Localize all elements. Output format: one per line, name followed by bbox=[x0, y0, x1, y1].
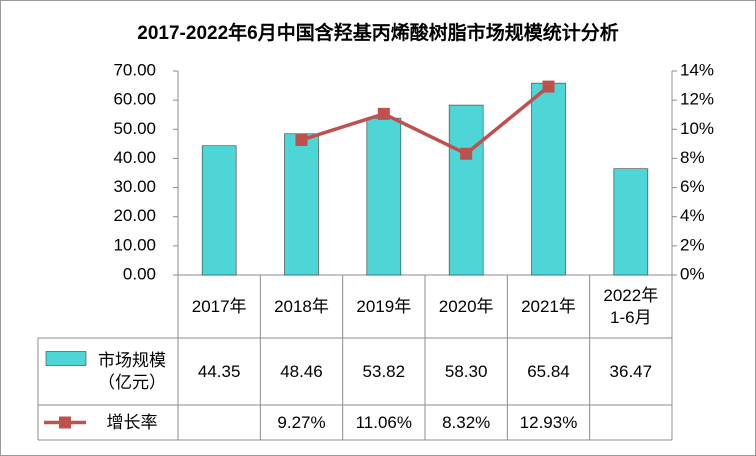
y2-tick-label: 2% bbox=[680, 235, 705, 254]
value-label: 36.47 bbox=[590, 338, 672, 405]
legend-marker bbox=[59, 416, 71, 429]
y2-tick-label: 4% bbox=[680, 206, 705, 225]
line-marker bbox=[460, 147, 473, 160]
x-tick-label-text: 2020年 bbox=[438, 296, 494, 316]
value-label-text: 65.84 bbox=[527, 361, 570, 381]
value-label: 12.93% bbox=[507, 405, 589, 440]
bar bbox=[448, 104, 484, 276]
y2-tick-label: 10% bbox=[680, 119, 714, 138]
legend-label-text: 增长率 bbox=[106, 412, 158, 432]
value-label: 44.35 bbox=[178, 338, 260, 405]
x-tick-label-text: 2021年 bbox=[521, 296, 576, 316]
y2-tick-label: 6% bbox=[680, 177, 705, 196]
line-marker bbox=[542, 80, 555, 93]
y-tick-label: 10.00 bbox=[113, 235, 156, 254]
value-label-text: 48.46 bbox=[280, 361, 323, 381]
value-label: 53.82 bbox=[343, 338, 425, 405]
y-tick-label: 40.00 bbox=[113, 148, 156, 167]
value-label: 48.46 bbox=[260, 338, 342, 405]
legend-label-text: 市场规模（亿元） bbox=[98, 350, 166, 392]
value-label-text: 53.82 bbox=[362, 361, 406, 381]
y-tick-label: 20.00 bbox=[113, 206, 156, 225]
x-tick-label: 2019年 bbox=[343, 275, 425, 338]
x-tick-label: 2022年1-6月 bbox=[590, 275, 672, 338]
value-label: 9.27% bbox=[260, 405, 342, 440]
value-label: 11.06% bbox=[343, 405, 425, 440]
value-label: 58.30 bbox=[425, 338, 507, 405]
bar bbox=[284, 133, 319, 276]
value-label-text: 11.06% bbox=[355, 412, 413, 432]
line-marker bbox=[295, 133, 308, 146]
value-label-text: 36.47 bbox=[609, 361, 653, 381]
y2-tick-label: 8% bbox=[680, 148, 705, 167]
legend-label: 增长率 bbox=[86, 405, 178, 440]
x-tick-label: 2020年 bbox=[425, 275, 507, 338]
line-marker bbox=[377, 107, 390, 120]
y-tick-label: 30.00 bbox=[113, 177, 156, 196]
x-tick-label-text: 2022年1-6月 bbox=[603, 285, 659, 327]
x-tick-label-text: 2018年 bbox=[274, 296, 329, 316]
value-label-text: 44.35 bbox=[197, 361, 241, 381]
y-tick-label: 70.00 bbox=[113, 60, 156, 79]
bar bbox=[531, 82, 566, 276]
bar bbox=[201, 145, 237, 276]
x-tick-label: 2017年 bbox=[178, 275, 260, 338]
y2-tick-label: 0% bbox=[680, 264, 705, 283]
y2-tick-label: 12% bbox=[680, 90, 714, 109]
value-label-text: 58.30 bbox=[444, 361, 488, 381]
value-label: 65.84 bbox=[507, 338, 589, 405]
y-tick-label: 0.00 bbox=[123, 264, 156, 283]
x-tick-label: 2021年 bbox=[507, 275, 589, 338]
x-tick-label-text: 2019年 bbox=[356, 296, 412, 316]
y2-tick-label: 14% bbox=[680, 60, 714, 79]
bar bbox=[613, 168, 649, 276]
x-tick-label: 2018年 bbox=[260, 275, 342, 338]
legend-swatch bbox=[45, 351, 87, 366]
legend-label: 市场规模（亿元） bbox=[86, 338, 178, 405]
bar bbox=[366, 117, 402, 276]
line bbox=[300, 85, 550, 156]
value-label: 8.32% bbox=[425, 405, 507, 440]
chart-title: 2017-2022年6月中国含羟基丙烯酸树脂市场规模统计分析 bbox=[137, 21, 618, 44]
value-label-text: 9.27% bbox=[277, 412, 326, 432]
value-label-text: 8.32% bbox=[442, 412, 491, 432]
y-tick-label: 50.00 bbox=[113, 119, 156, 138]
x-tick-label-text: 2017年 bbox=[191, 296, 247, 316]
y-tick-label: 60.00 bbox=[113, 90, 156, 109]
value-label-text: 12.93% bbox=[519, 412, 578, 432]
